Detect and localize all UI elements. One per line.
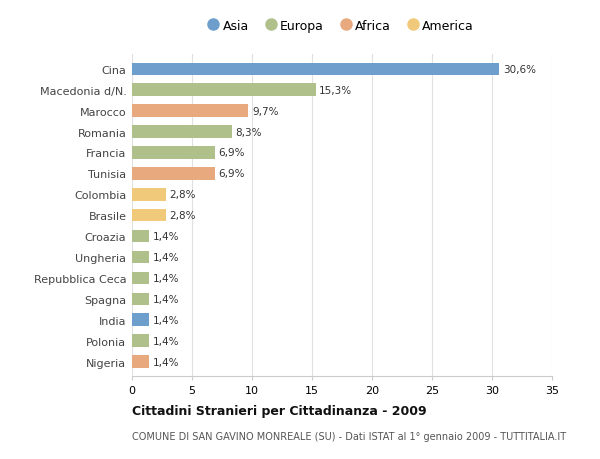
Text: 15,3%: 15,3%	[319, 85, 352, 95]
Bar	[132, 168, 215, 180]
Bar	[132, 189, 166, 201]
Text: 30,6%: 30,6%	[503, 65, 536, 75]
Text: 1,4%: 1,4%	[152, 315, 179, 325]
Text: 1,4%: 1,4%	[152, 294, 179, 304]
Bar	[132, 356, 149, 368]
Bar	[132, 63, 499, 76]
Text: 2,8%: 2,8%	[169, 190, 196, 200]
Text: 6,9%: 6,9%	[218, 148, 245, 158]
Text: 1,4%: 1,4%	[152, 357, 179, 367]
Bar	[132, 209, 166, 222]
Text: 1,4%: 1,4%	[152, 273, 179, 283]
Text: Cittadini Stranieri per Cittadinanza - 2009: Cittadini Stranieri per Cittadinanza - 2…	[132, 404, 427, 417]
Legend: Asia, Europa, Africa, America: Asia, Europa, Africa, America	[210, 20, 474, 33]
Bar	[132, 147, 215, 159]
Bar	[132, 126, 232, 139]
Bar	[132, 314, 149, 326]
Bar	[132, 84, 316, 97]
Bar	[132, 335, 149, 347]
Bar	[132, 293, 149, 305]
Bar	[132, 230, 149, 243]
Text: 2,8%: 2,8%	[169, 211, 196, 221]
Bar	[132, 251, 149, 264]
Text: 1,4%: 1,4%	[152, 336, 179, 346]
Bar	[132, 105, 248, 118]
Text: 9,7%: 9,7%	[252, 106, 278, 117]
Text: 6,9%: 6,9%	[218, 169, 245, 179]
Bar	[132, 272, 149, 285]
Text: 1,4%: 1,4%	[152, 232, 179, 241]
Text: 1,4%: 1,4%	[152, 252, 179, 263]
Text: COMUNE DI SAN GAVINO MONREALE (SU) - Dati ISTAT al 1° gennaio 2009 - TUTTITALIA.: COMUNE DI SAN GAVINO MONREALE (SU) - Dat…	[132, 431, 566, 442]
Text: 8,3%: 8,3%	[235, 127, 262, 137]
